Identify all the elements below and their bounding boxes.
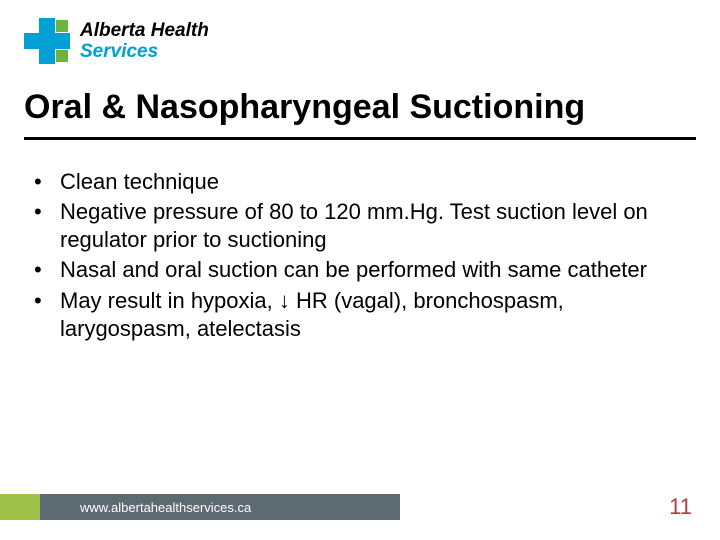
bullet-item: May result in hypoxia, ↓ HR (vagal), bro… [34, 287, 674, 343]
bullet-item: Clean technique [34, 168, 674, 196]
footer-url: www.albertahealthservices.ca [80, 500, 251, 515]
slide: Alberta Health Services Oral & Nasophary… [0, 0, 720, 540]
title-block: Oral & Nasopharyngeal Suctioning [24, 88, 696, 140]
bullet-list: Clean technique Negative pressure of 80 … [34, 168, 674, 343]
logo-square-br [56, 50, 68, 62]
logo-square-tr [56, 20, 68, 32]
logo-line1: Alberta Health [80, 21, 209, 40]
footer-accent-grey: www.albertahealthservices.ca [40, 494, 400, 520]
logo-cross-vertical [39, 18, 55, 64]
footer-accent-green [0, 494, 40, 520]
footer-bar: www.albertahealthservices.ca [0, 494, 400, 520]
logo-line2: Services [80, 42, 209, 61]
body-content: Clean technique Negative pressure of 80 … [34, 168, 674, 345]
slide-title: Oral & Nasopharyngeal Suctioning [24, 88, 696, 133]
logo-mark [24, 18, 70, 64]
logo-text: Alberta Health Services [80, 21, 209, 61]
bullet-item: Negative pressure of 80 to 120 mm.Hg. Te… [34, 198, 674, 254]
title-underline [24, 137, 696, 140]
logo: Alberta Health Services [24, 18, 209, 64]
page-number: 11 [669, 494, 692, 520]
bullet-item: Nasal and oral suction can be performed … [34, 256, 674, 284]
